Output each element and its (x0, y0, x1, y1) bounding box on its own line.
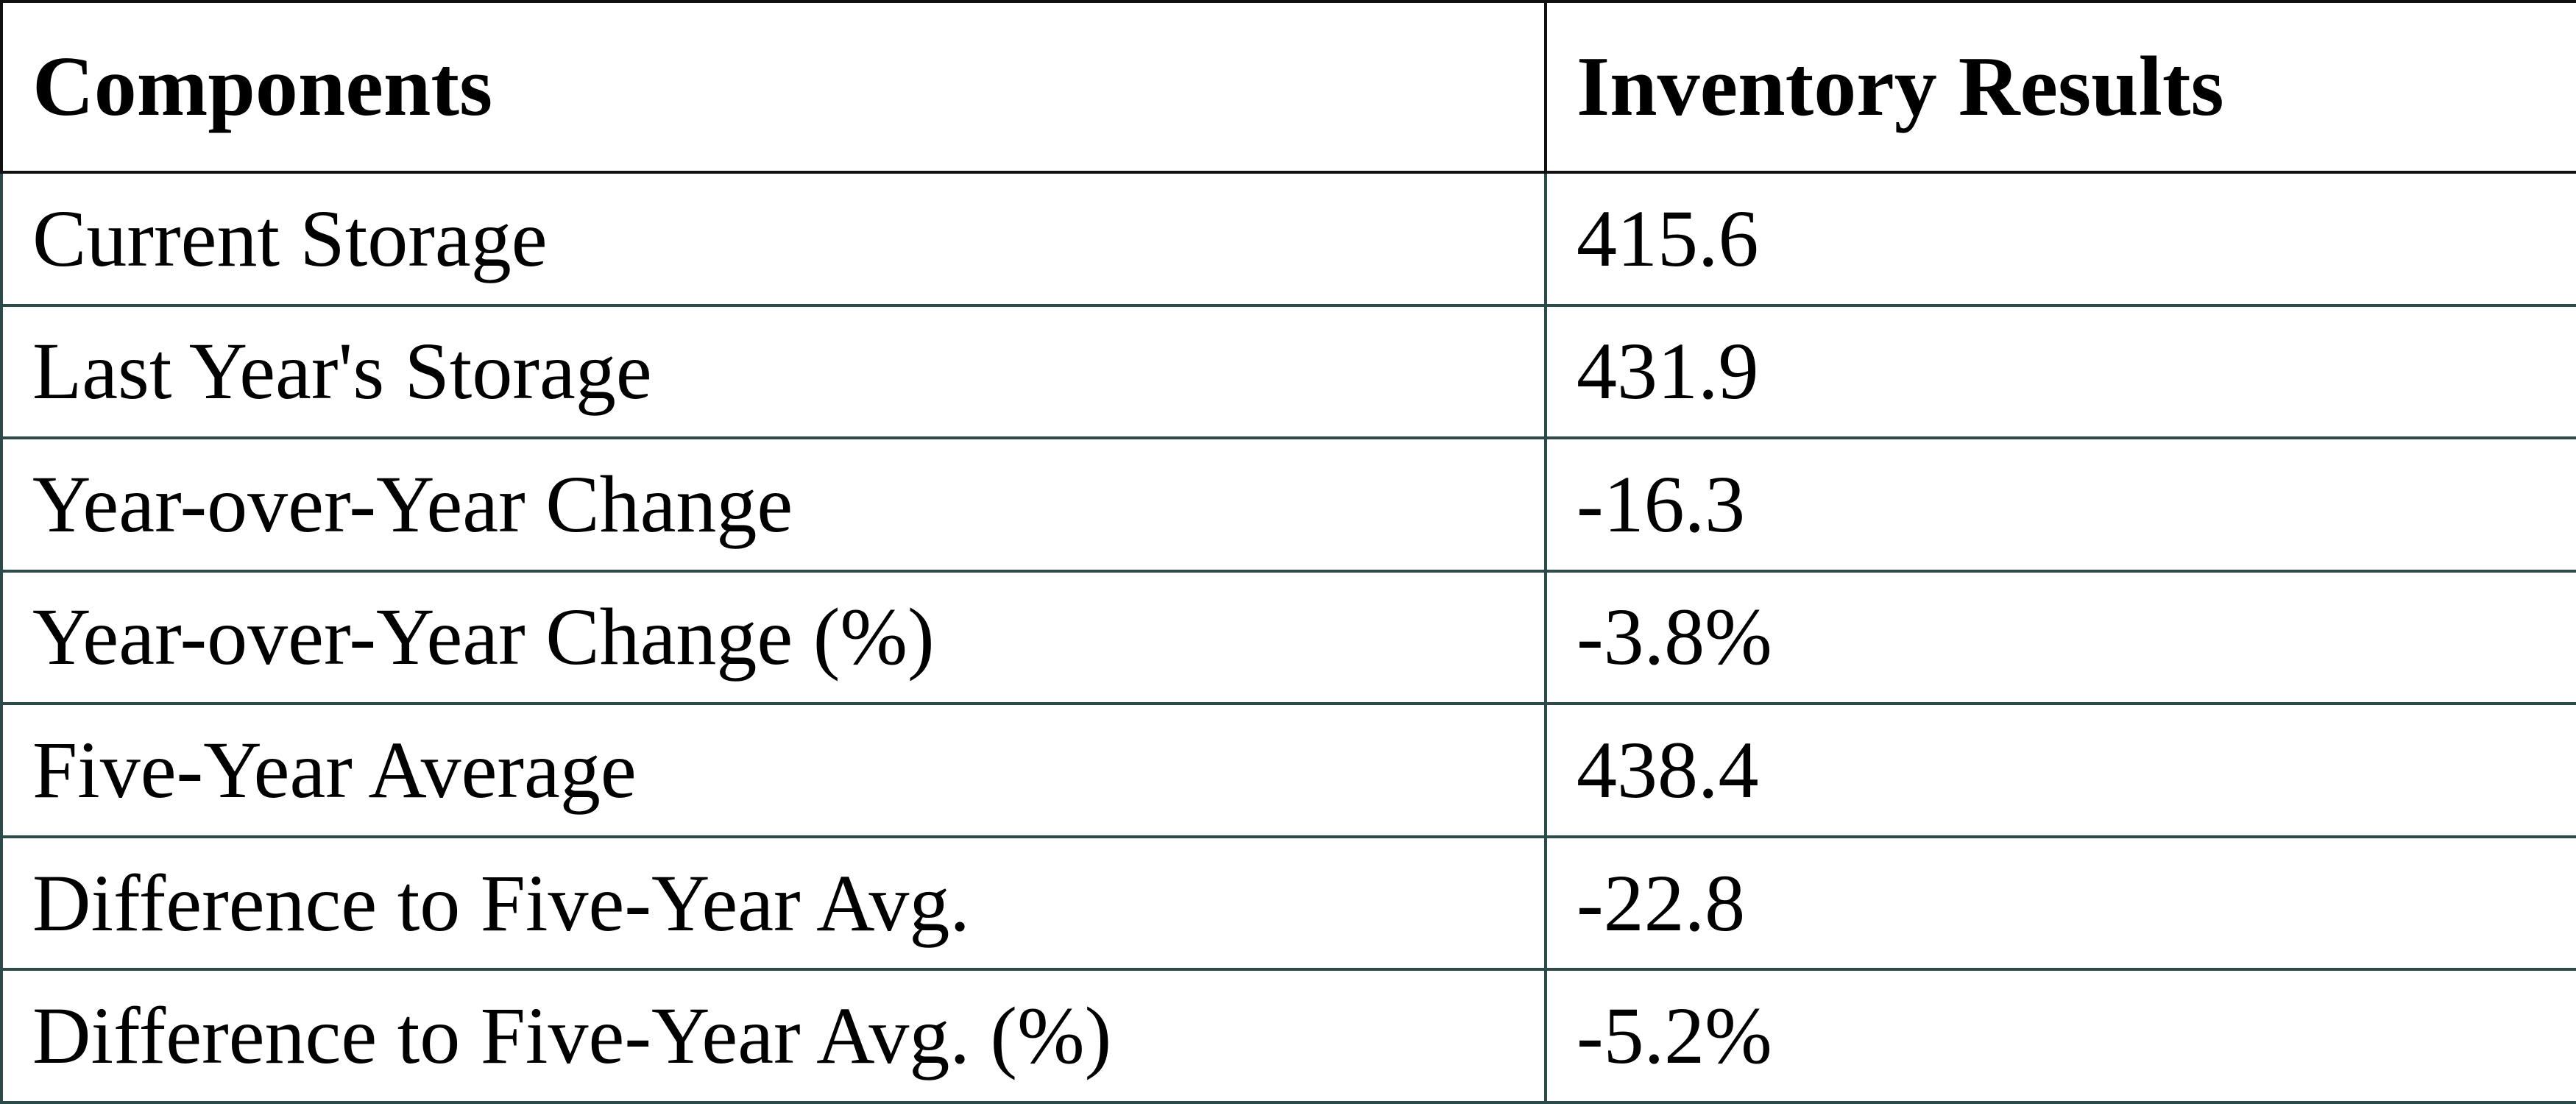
table-row: Difference to Five-Year Avg. (%) -5.2% (0, 968, 2576, 1104)
result-cell: -16.3 (1544, 436, 2576, 573)
result-cell: -3.8% (1544, 569, 2576, 706)
table-row: Current Storage 415.6 (0, 171, 2576, 307)
table-row: Year-over-Year Change -16.3 (0, 436, 2576, 573)
header-cell: Components (0, 0, 1547, 174)
header-cell: Inventory Results (1544, 0, 2576, 174)
result-cell: 415.6 (1544, 171, 2576, 307)
table-row: Year-over-Year Change (%) -3.8% (0, 569, 2576, 706)
component-cell: Last Year's Storage (0, 303, 1547, 440)
component-cell: Year-over-Year Change (0, 436, 1547, 573)
component-cell: Five-Year Average (0, 702, 1547, 838)
table-row: Last Year's Storage 431.9 (0, 303, 2576, 440)
result-cell: 438.4 (1544, 702, 2576, 838)
component-cell: Difference to Five-Year Avg. (0, 835, 1547, 972)
result-cell: -5.2% (1544, 968, 2576, 1104)
table-row: Difference to Five-Year Avg. -22.8 (0, 835, 2576, 972)
component-cell: Year-over-Year Change (%) (0, 569, 1547, 706)
component-cell: Difference to Five-Year Avg. (%) (0, 968, 1547, 1104)
table-body: Current Storage 415.6 Last Year's Storage 4… (0, 171, 2576, 1104)
table-row: Five-Year Average 438.4 (0, 702, 2576, 838)
component-cell: Current Storage (0, 171, 1547, 307)
result-cell: -22.8 (1544, 835, 2576, 972)
table-header: Components Inventory Results (0, 0, 2576, 174)
header-row: Components Inventory Results (0, 0, 2576, 174)
result-cell: 431.9 (1544, 303, 2576, 440)
